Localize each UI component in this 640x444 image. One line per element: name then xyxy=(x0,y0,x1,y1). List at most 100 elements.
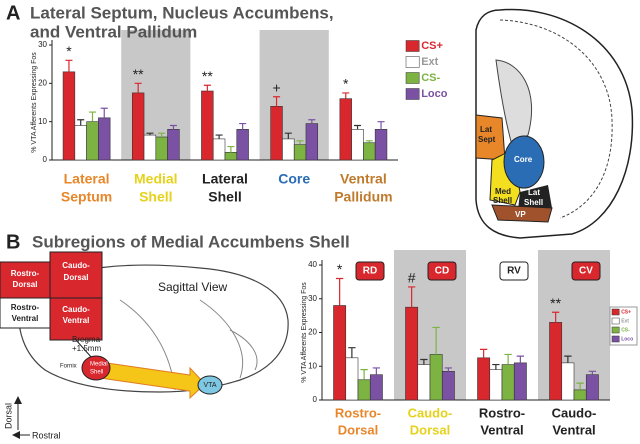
legend-label: CS- xyxy=(421,72,440,84)
fornix-label: Fornix xyxy=(60,364,77,370)
rd-block xyxy=(0,261,51,299)
bar xyxy=(363,142,376,161)
y-tick-label: 30 xyxy=(38,40,47,49)
legend-label: Loco xyxy=(621,336,633,342)
block-label: Ventral xyxy=(63,316,90,325)
dorsal-label: Dorsal xyxy=(3,403,13,429)
bar xyxy=(405,306,419,401)
chart-title: Lateral Septum, Nucleus Accumbens, xyxy=(30,3,334,22)
significance: * xyxy=(66,43,72,59)
view-label: Sagittal View xyxy=(158,280,227,294)
region-tag-label: RV xyxy=(507,266,521,277)
bar xyxy=(339,98,352,161)
region-label: Med xyxy=(495,187,511,196)
error-bar xyxy=(273,96,281,107)
shell-label: Shell xyxy=(90,370,103,376)
region-tag-label: RD xyxy=(363,266,377,277)
bar xyxy=(305,123,319,161)
bar xyxy=(224,152,238,161)
cv-block xyxy=(49,297,103,341)
region-tag xyxy=(355,261,385,281)
chart-title: and Ventral Pallidum xyxy=(30,22,197,41)
error-bar xyxy=(100,107,108,118)
bar xyxy=(417,364,431,401)
bar xyxy=(369,374,383,401)
legend-swatch xyxy=(611,317,620,325)
panel-label: B xyxy=(6,231,20,253)
significance: ** xyxy=(133,66,144,82)
legend-swatch xyxy=(405,88,420,100)
error-bar xyxy=(158,132,166,137)
x-tick-label: Dorsal xyxy=(410,422,450,437)
legend-swatch xyxy=(405,72,420,84)
x-tick-label: Caudo- xyxy=(408,405,453,420)
error-bar xyxy=(516,355,525,363)
bar xyxy=(270,106,283,161)
block-label: Caudo- xyxy=(62,261,90,270)
error-bar xyxy=(444,367,453,372)
error-bar xyxy=(284,132,292,139)
region-tag xyxy=(499,261,529,281)
y-axis-label: % VTA Afferents Expressing Fos xyxy=(301,282,308,383)
bar xyxy=(86,121,99,161)
arrowhead xyxy=(12,431,20,439)
error-bar xyxy=(432,326,440,355)
bar xyxy=(561,362,575,401)
bar xyxy=(143,134,157,161)
bar xyxy=(345,357,359,401)
x-tick-label: Core xyxy=(278,171,310,187)
bregma-label: Bregma xyxy=(72,335,101,344)
error-bar xyxy=(203,84,211,91)
y-axis-label: % VTA Afferents Expressing Fos xyxy=(31,52,38,153)
region-label: Lat xyxy=(480,125,492,134)
x-tick-label: Ventral xyxy=(552,422,595,437)
sagittal-diagram: Rostro- Dorsal Caudo- Dorsal Rostro- Ven… xyxy=(0,251,289,440)
lat-shell-region xyxy=(518,185,552,210)
arrowhead xyxy=(14,396,22,404)
legend-swatch xyxy=(611,335,620,343)
x-tick-label: Rostro- xyxy=(479,405,525,420)
error-bar xyxy=(342,92,350,99)
vp-region xyxy=(491,204,553,223)
legend-swatch xyxy=(611,326,620,334)
error-bar xyxy=(420,358,428,365)
panel-label: A xyxy=(6,2,20,24)
pointer xyxy=(75,339,93,359)
legend-swatch xyxy=(405,40,420,52)
region-label: Core xyxy=(514,155,533,164)
error-bar xyxy=(239,122,247,130)
bar xyxy=(131,92,145,161)
vta xyxy=(197,375,223,395)
region-tag-label: CD xyxy=(435,266,449,277)
error-bar xyxy=(348,347,356,358)
x-tick-label: Caudo- xyxy=(552,405,597,420)
x-tick-label: Pallidum xyxy=(334,189,392,205)
error-bar xyxy=(353,124,362,130)
bar xyxy=(585,374,599,401)
block-label: Dorsal xyxy=(64,273,89,282)
error-bar xyxy=(564,355,572,363)
bar xyxy=(489,369,503,401)
block-label: Dorsal xyxy=(13,280,38,289)
region-label: Lat xyxy=(528,188,540,197)
bar xyxy=(333,305,347,401)
bar xyxy=(477,357,491,401)
bar xyxy=(155,136,168,161)
error-bar xyxy=(372,367,381,375)
error-bar xyxy=(77,119,85,126)
shell-label: Medial xyxy=(90,362,108,368)
legend-label: CS- xyxy=(621,327,630,333)
error-bar xyxy=(169,124,177,130)
bar xyxy=(212,138,226,161)
block-label: Rostro- xyxy=(11,303,40,312)
vta-label: VTA xyxy=(203,382,216,389)
error-bar xyxy=(146,132,154,136)
bar xyxy=(98,117,111,161)
error-bar xyxy=(492,363,500,370)
bar xyxy=(236,129,249,161)
legend-swatch xyxy=(611,308,620,316)
significance: * xyxy=(337,261,343,277)
region-tag xyxy=(571,261,601,281)
x-tick-label: Medial xyxy=(134,171,178,187)
region-label: Sept xyxy=(478,135,496,144)
